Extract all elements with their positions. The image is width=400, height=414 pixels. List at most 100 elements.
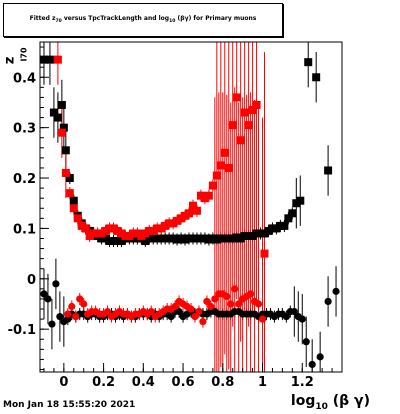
marker-circle: [191, 312, 199, 321]
marker-square: [45, 55, 54, 64]
marker-circle: [207, 302, 215, 311]
marker-circle: [147, 307, 155, 316]
marker-circle: [80, 300, 88, 308]
marker-square: [240, 108, 249, 117]
marker-square: [81, 224, 90, 233]
chart-title: Fitted z70 versus TpcTrackLength and log…: [29, 15, 257, 25]
x-axis-label: log10 (β γ): [290, 393, 370, 412]
x-tick-label: 0: [59, 375, 68, 390]
marker-square: [212, 171, 221, 180]
marker-square: [53, 113, 62, 122]
marker-square: [57, 128, 66, 137]
marker-circle: [171, 302, 179, 311]
x-tick-label: 0.2: [92, 375, 115, 390]
marker-circle: [298, 315, 306, 323]
marker-circle: [231, 285, 239, 293]
marker-circle: [227, 300, 235, 308]
marker-circle: [211, 295, 219, 303]
marker-square: [61, 146, 70, 155]
marker-circle: [103, 307, 112, 316]
marker-circle: [64, 315, 72, 323]
x-tick-label: 0.8: [211, 375, 234, 390]
marker-circle: [68, 302, 76, 311]
marker-square: [65, 189, 74, 198]
marker-square: [280, 221, 289, 230]
marker-circle: [56, 312, 64, 321]
y-axis-label: z I70: [2, 47, 29, 65]
marker-circle: [223, 292, 231, 301]
marker-square: [204, 191, 213, 200]
marker-square: [69, 204, 78, 213]
marker-square: [228, 121, 237, 130]
marker-circle: [195, 307, 203, 316]
marker-square: [61, 168, 70, 177]
y-tick-label: -0.1: [8, 323, 36, 338]
marker-circle: [316, 353, 324, 361]
marker-square: [232, 93, 241, 102]
marker-square: [208, 181, 217, 190]
marker-circle: [175, 307, 183, 316]
marker-square: [53, 55, 62, 64]
marker-square: [248, 106, 257, 115]
marker-square: [220, 148, 229, 157]
marker-square: [49, 108, 58, 117]
x-tick-label: 0.4: [132, 375, 155, 390]
y-tick-label: 0.4: [13, 71, 36, 86]
marker-circle: [254, 300, 263, 308]
y-tick-label: 0.3: [13, 122, 36, 137]
marker-square: [296, 196, 305, 205]
marker-circle: [40, 290, 48, 298]
marker-circle: [203, 297, 211, 306]
marker-square: [312, 73, 321, 82]
marker-square: [304, 58, 313, 67]
x-axis-ticks: 0 0.2 0.4 0.6 0.8 1 1.2: [43, 363, 333, 390]
marker-square: [185, 209, 194, 218]
marker-square: [260, 249, 269, 258]
marker-circle: [332, 287, 340, 295]
marker-square: [288, 209, 297, 218]
marker-square: [236, 136, 245, 145]
marker-circle: [308, 360, 316, 369]
data-points: [39, 55, 340, 369]
marker-square: [224, 163, 233, 172]
marker-circle: [290, 307, 298, 316]
marker-circle: [302, 338, 310, 346]
marker-circle: [72, 312, 80, 321]
marker-circle: [324, 297, 332, 306]
marker-square: [216, 161, 225, 170]
marker-square: [73, 214, 82, 223]
x-tick-label: 1.2: [291, 375, 314, 390]
marker-circle: [199, 318, 207, 326]
marker-square: [192, 206, 201, 215]
marker-square: [39, 55, 48, 64]
y-tick-label: 0.2: [13, 172, 36, 187]
marker-circle: [258, 315, 267, 323]
marker-circle: [187, 305, 195, 313]
marker-square: [65, 174, 74, 183]
marker-circle: [76, 295, 84, 303]
marker-square: [244, 121, 253, 130]
timestamp-footer: Mon Jan 18 15:55:20 2021: [3, 400, 136, 410]
marker-circle: [44, 295, 52, 303]
plot-frame: [39, 41, 343, 373]
marker-square: [252, 100, 261, 109]
marker-square: [59, 123, 68, 132]
marker-square: [69, 196, 78, 205]
marker-square: [284, 214, 293, 223]
marker-square: [57, 100, 66, 109]
marker-circle: [52, 280, 60, 288]
marker-circle: [48, 320, 56, 328]
y-tick-label: 0: [27, 273, 36, 288]
x-tick-label: 0.6: [172, 375, 195, 390]
y-axis-ticks: -0.1 0 0.1 0.2 0.3 0.4: [8, 46, 49, 370]
marker-circle: [167, 312, 175, 321]
marker-circle: [235, 300, 243, 308]
marker-square: [188, 201, 197, 210]
marker-circle: [64, 310, 72, 318]
marker-square: [324, 166, 333, 175]
title-box: Fitted z70 versus TpcTrackLength and log…: [3, 3, 283, 37]
marker-circle: [247, 290, 255, 298]
y-tick-label: 0.1: [13, 222, 36, 237]
x-tick-label: 1: [258, 375, 267, 390]
